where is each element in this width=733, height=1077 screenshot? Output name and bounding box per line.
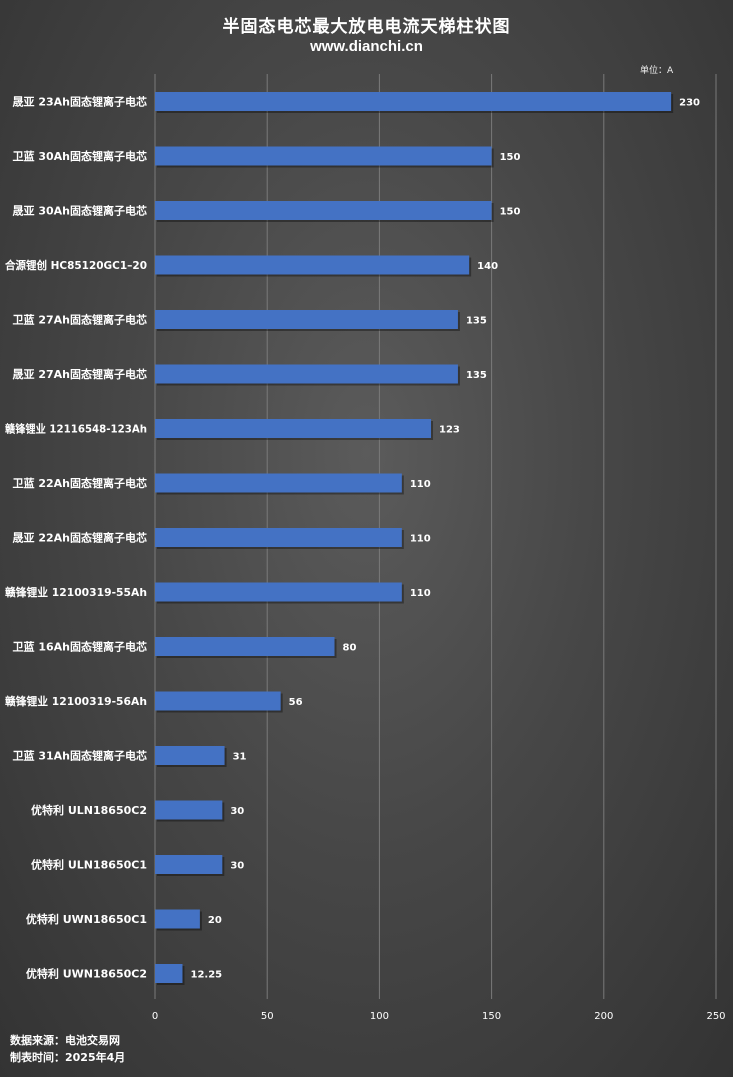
bar [155, 691, 281, 711]
x-tick-label: 0 [152, 1011, 158, 1022]
category-label: 合源锂创 HC85120GC1–20 [5, 258, 147, 272]
category-label: 晟亚 30Ah固态锂离子电芯 [13, 204, 147, 218]
bar [155, 909, 200, 929]
bar [155, 528, 402, 547]
value-label: 135 [466, 370, 487, 381]
value-label: 150 [500, 207, 521, 218]
bar [155, 637, 335, 656]
value-label: 140 [477, 261, 498, 272]
x-tick-label: 150 [482, 1011, 501, 1022]
date-text: 制表时间：2025年4月 [10, 1051, 126, 1064]
x-tick-label: 200 [594, 1011, 613, 1022]
value-label: 110 [410, 588, 431, 599]
x-tick-label: 100 [370, 1011, 389, 1022]
bar [155, 146, 492, 166]
source-text: 数据来源：电池交易网 [10, 1034, 120, 1047]
category-label: 晟亚 27Ah固态锂离子电芯 [13, 367, 147, 381]
value-label: 110 [410, 479, 431, 490]
category-label: 优特利 UWN18650C2 [26, 967, 147, 981]
bar [155, 855, 223, 874]
chart-subtitle: www.dianchi.cn [310, 38, 423, 55]
value-label: 12.25 [190, 970, 222, 981]
value-label: 31 [233, 752, 247, 763]
bar [155, 310, 458, 329]
source-note: 数据来源：电池交易网 制表时间：2025年4月 [10, 1032, 125, 1066]
value-label: 30 [230, 806, 244, 817]
category-label: 卫蓝 27Ah固态锂离子电芯 [13, 313, 147, 327]
value-label: 56 [289, 697, 303, 708]
bar [155, 964, 183, 983]
bar [155, 201, 492, 220]
value-label: 135 [466, 316, 487, 327]
value-label: 230 [679, 98, 700, 109]
category-label: 晟亚 23Ah固态锂离子电芯 [13, 95, 147, 109]
category-label: 晟亚 22Ah固态锂离子电芯 [13, 531, 147, 545]
category-label: 卫蓝 22Ah固态锂离子电芯 [13, 476, 147, 490]
x-tick-label: 250 [706, 1011, 725, 1022]
x-tick-label: 50 [261, 1011, 274, 1022]
value-label: 80 [343, 643, 357, 654]
category-label: 卫蓝 16Ah固态锂离子电芯 [13, 640, 147, 654]
category-label: 卫蓝 31Ah固态锂离子电芯 [13, 749, 147, 763]
bar [155, 92, 672, 111]
category-label: 优特利 ULN18650C2 [31, 803, 147, 817]
chart-title: 半固态电芯最大放电电流天梯柱状图 [222, 17, 511, 37]
value-label: 110 [410, 534, 431, 545]
unit-label: 单位：A [640, 66, 674, 76]
value-label: 150 [500, 152, 521, 163]
bar [155, 364, 458, 384]
category-label: 优特利 ULN18650C1 [31, 858, 147, 872]
bar [155, 582, 402, 602]
value-label: 123 [439, 425, 460, 436]
category-label: 赣锋锂业 12100319-55Ah [5, 585, 147, 599]
category-label: 优特利 UWN18650C1 [26, 912, 147, 926]
bar [155, 746, 225, 765]
bar [155, 419, 432, 438]
category-label: 赣锋锂业 12100319-56Ah [5, 694, 147, 708]
bar [155, 473, 402, 493]
category-label: 赣锋锂业 12116548-123Ah [5, 422, 147, 436]
bar [155, 255, 470, 275]
category-label: 卫蓝 30Ah固态锂离子电芯 [13, 149, 147, 163]
value-label: 30 [230, 861, 244, 872]
bar [155, 800, 223, 820]
value-label: 20 [208, 915, 222, 926]
